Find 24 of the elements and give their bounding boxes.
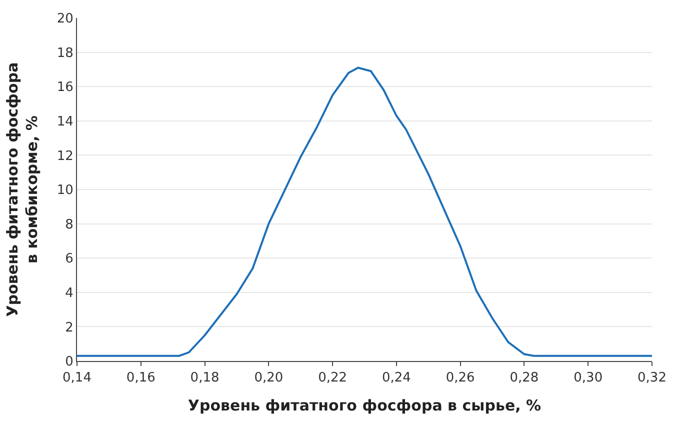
x-tick-label: 0,14 [62,370,92,386]
y-tick-label: 14 [56,114,74,130]
x-tick-label: 0,26 [446,370,475,386]
y-tick-label: 4 [65,286,74,301]
x-tick-label: 0,24 [382,370,411,386]
x-tick-label: 0,16 [126,370,156,386]
x-tick-label: 0,28 [510,370,539,386]
y-tick-label: 16 [56,80,74,96]
y-tick-label: 8 [65,217,74,232]
y-tick-label: 10 [56,183,74,198]
y-tick-label: 18 [56,46,74,61]
x-axis-title: Уровень фитатного фосфора в сырье, % [188,396,542,415]
x-tick-label: 0,20 [254,370,284,386]
line-series [77,66,652,357]
x-tick-label: 0,22 [318,370,348,386]
y-tick-label: 6 [65,252,74,267]
x-tick-label: 0,32 [638,370,666,386]
x-tick-label: 0,30 [574,370,603,386]
y-tick-label: 20 [56,12,74,27]
y-tick-label: 0 [65,354,74,370]
x-tick-label: 0,18 [190,370,220,386]
y-axis-title: Уровень фитатного фосфора в комбикорме, % [4,62,42,317]
y-tick-label: 12 [56,148,74,164]
y-tick-label: 2 [65,320,74,336]
